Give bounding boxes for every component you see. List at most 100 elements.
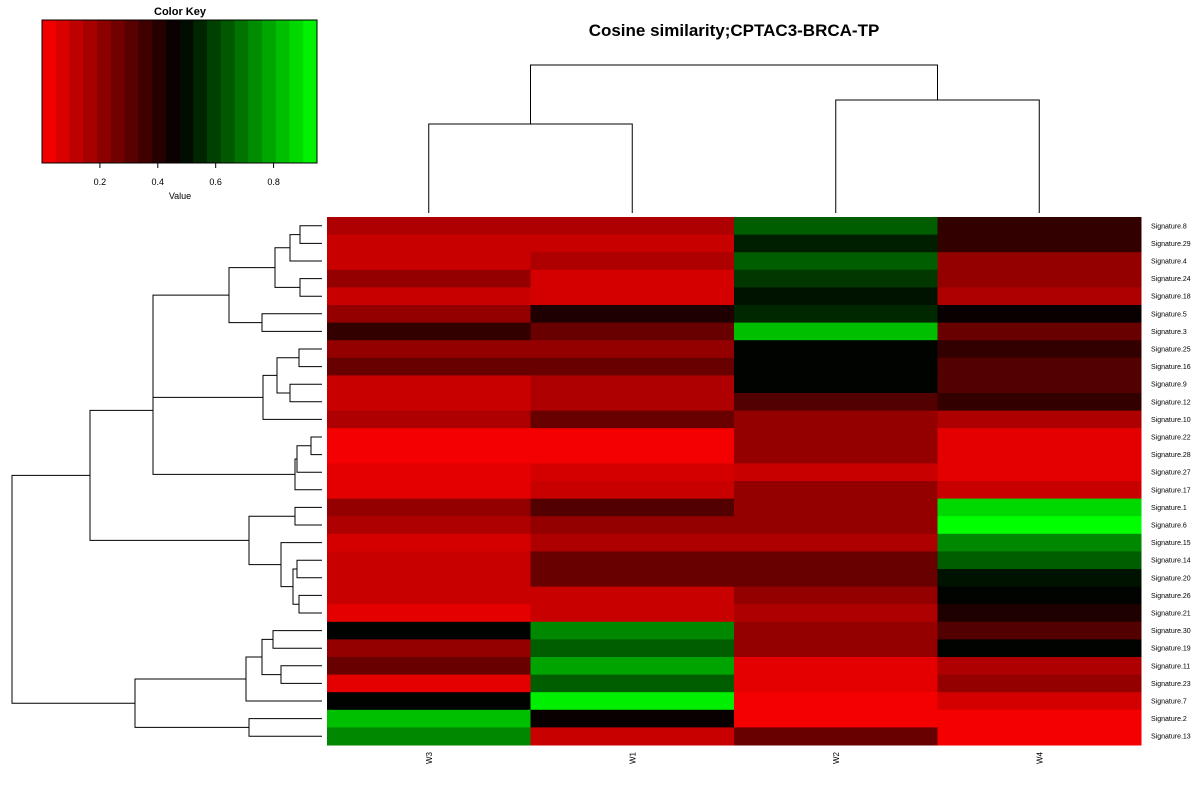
heatmap-cell <box>937 551 1142 570</box>
row-label: Signature.23 <box>1151 681 1191 688</box>
row-label: Signature.7 <box>1151 699 1187 706</box>
color-key-bin <box>97 20 112 163</box>
row-label: Signature.25 <box>1151 347 1191 354</box>
row-label: Signature.29 <box>1151 241 1191 248</box>
heatmap-cell <box>734 445 938 464</box>
heatmap-cell <box>734 692 938 711</box>
color-key-bin <box>193 20 208 163</box>
heatmap-cell <box>937 621 1142 640</box>
heatmap-cell <box>937 516 1142 535</box>
heatmap-cell <box>937 393 1142 412</box>
row-label: Signature.9 <box>1151 382 1187 389</box>
row-label: Signature.26 <box>1151 593 1191 600</box>
color-key-bin <box>248 20 263 163</box>
heatmap-cell <box>937 410 1142 429</box>
heatmap-cell <box>734 340 938 359</box>
heatmap-cell <box>327 305 531 324</box>
heatmap-cell <box>327 234 531 253</box>
heatmap-cell <box>937 533 1142 552</box>
row-dendrogram <box>11 225 322 737</box>
heatmap-cell <box>937 709 1142 728</box>
color-key-bin <box>69 20 84 163</box>
heatmap-cell <box>327 498 531 517</box>
column-dendrogram <box>428 64 1040 213</box>
dendrogram-branch <box>248 718 322 737</box>
row-label: Signature.14 <box>1151 558 1191 565</box>
heatmap-cell <box>327 709 531 728</box>
heatmap-cell <box>327 252 531 271</box>
color-key-tick-label: 0.4 <box>152 177 165 187</box>
color-key-bin <box>275 20 290 163</box>
heatmap-cell <box>937 604 1142 623</box>
column-label: W3 <box>425 751 434 764</box>
heatmap-cell <box>530 393 735 412</box>
color-key-gradient <box>42 20 318 163</box>
heatmap-cell <box>530 516 735 535</box>
color-key-bin <box>83 20 98 163</box>
row-label: Signature.10 <box>1151 417 1191 424</box>
heatmap-cell <box>327 463 531 482</box>
dendrogram-branch <box>274 247 300 288</box>
column-label: W2 <box>832 751 841 764</box>
heatmap-cell <box>327 569 531 588</box>
row-label: Signature.8 <box>1151 223 1187 230</box>
heatmap-cell <box>530 639 735 658</box>
heatmap-cell <box>327 621 531 640</box>
dendrogram-branch <box>292 568 299 605</box>
dendrogram-branch <box>272 630 322 649</box>
heatmap-cell <box>734 516 938 535</box>
dendrogram-branch <box>280 542 322 588</box>
heatmap-cell <box>530 692 735 711</box>
heatmap-cell <box>734 393 938 412</box>
heatmap-cell <box>734 287 938 306</box>
heatmap-cell <box>327 533 531 552</box>
dendrogram-branch <box>248 515 295 566</box>
color-key-bin <box>289 20 304 163</box>
row-label: Signature.30 <box>1151 628 1191 635</box>
color-key-bin <box>179 20 194 163</box>
heatmap-cell <box>734 674 938 693</box>
color-key-bin <box>110 20 125 163</box>
heatmap-cell <box>530 709 735 728</box>
dendrogram-branch <box>280 665 322 684</box>
column-label: W4 <box>1035 751 1044 764</box>
heatmap-cell <box>327 375 531 394</box>
heatmap-cell <box>937 357 1142 376</box>
dendrogram-branch <box>298 594 322 614</box>
row-label: Signature.4 <box>1151 259 1187 266</box>
row-label: Signature.2 <box>1151 716 1187 723</box>
heatmap-cell <box>530 604 735 623</box>
dendrogram-branch <box>261 313 322 332</box>
heatmap-cell <box>530 375 735 394</box>
heatmap-cell <box>734 709 938 728</box>
heatmap-cell <box>937 428 1142 447</box>
row-labels: Signature.8 Signature.29 Signature.4 Signat… <box>1151 223 1191 740</box>
heatmap-cell <box>937 269 1142 288</box>
heatmap-cell <box>734 551 938 570</box>
dendrogram-branch <box>152 294 263 398</box>
heatmap-cell <box>734 621 938 640</box>
heatmap-cell <box>937 252 1142 271</box>
heatmap-cell <box>734 481 938 500</box>
color-key-axis: 0.2 0.4 0.6 0.8 <box>94 162 280 187</box>
dendrogram-branch <box>262 374 322 420</box>
heatmap-cells <box>327 217 1142 746</box>
heatmap-cell <box>734 252 938 271</box>
color-key-bin <box>55 20 70 163</box>
heatmap-cell <box>530 428 735 447</box>
heatmap-cell <box>327 639 531 658</box>
heatmap-cell <box>327 657 531 676</box>
row-label: Signature.13 <box>1151 734 1191 741</box>
heatmap-cell <box>937 639 1142 658</box>
column-label: W1 <box>628 751 637 764</box>
heatmap-cell <box>937 481 1142 500</box>
heatmap-cell <box>327 551 531 570</box>
heatmap-cell <box>734 604 938 623</box>
heatmap-cell <box>327 516 531 535</box>
heatmap-cell <box>937 692 1142 711</box>
heatmap-cell <box>327 674 531 693</box>
heatmap-cell <box>734 428 938 447</box>
dendrogram-branch <box>299 278 322 297</box>
row-label: Signature.20 <box>1151 575 1191 582</box>
